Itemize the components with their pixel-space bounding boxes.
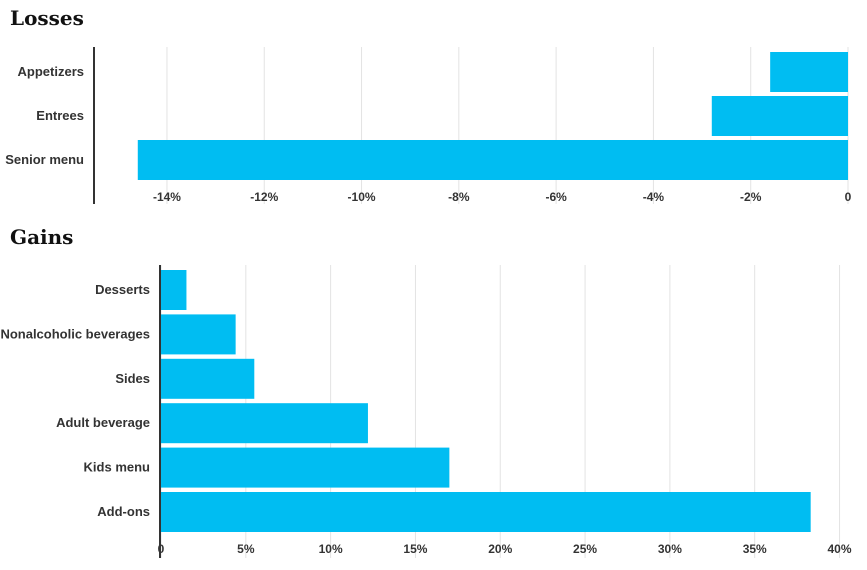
losses-tick-label: -12% bbox=[250, 190, 278, 204]
losses-tick-label: -6% bbox=[545, 190, 567, 204]
gains-category-label: Desserts bbox=[95, 282, 150, 297]
gains-tick-label: 35% bbox=[743, 542, 767, 556]
gains-tick-label: 30% bbox=[658, 542, 682, 556]
losses-category-label: Entrees bbox=[36, 108, 84, 123]
gains-tick-label: 15% bbox=[403, 542, 427, 556]
losses-bar-senior-menu bbox=[137, 140, 848, 180]
losses-tick-label: -14% bbox=[153, 190, 181, 204]
gains-tick-label: 40% bbox=[828, 542, 852, 556]
gains-chart: Desserts Nonalcoholic beverages Sides Adult… bbox=[0, 265, 852, 558]
gains-chart-title: Gains bbox=[10, 225, 74, 249]
gains-category-label: Kids menu bbox=[84, 460, 151, 475]
gains-bar-add-ons bbox=[161, 492, 811, 532]
gains-bar-adult-beverage bbox=[161, 403, 368, 444]
gains-category-label: Add-ons bbox=[97, 504, 150, 519]
gains-bar-sides bbox=[161, 358, 255, 399]
gains-tick-label: 0 bbox=[158, 542, 165, 556]
losses-bar-entrees bbox=[711, 96, 848, 136]
gains-tick-label: 20% bbox=[488, 542, 512, 556]
losses-chart: Appetizers Entrees Senior menu -14% -12% -10%… bbox=[5, 47, 852, 204]
gains-category-label: Nonalcoholic beverages bbox=[0, 326, 150, 341]
gains-bar-desserts bbox=[161, 270, 187, 310]
losses-bar-appetizers bbox=[770, 52, 848, 92]
losses-category-label: Appetizers bbox=[18, 64, 84, 79]
gains-bar-kids-menu bbox=[161, 447, 450, 488]
gains-tick-label: 10% bbox=[319, 542, 343, 556]
losses-chart-title: Losses bbox=[10, 6, 84, 30]
losses-tick-label: 0 bbox=[845, 190, 852, 204]
losses-category-label: Senior menu bbox=[5, 152, 84, 167]
losses-tick-label: -4% bbox=[643, 190, 665, 204]
losses-tick-label: -10% bbox=[348, 190, 376, 204]
gains-bar-nonalcoholic-beverages bbox=[161, 314, 236, 355]
gains-tick-label: 25% bbox=[573, 542, 597, 556]
losses-tick-label: -8% bbox=[448, 190, 470, 204]
gains-category-label: Adult beverage bbox=[56, 415, 150, 430]
losses-tick-label: -2% bbox=[740, 190, 762, 204]
gains-tick-label: 5% bbox=[237, 542, 255, 556]
gains-category-label: Sides bbox=[115, 371, 150, 386]
